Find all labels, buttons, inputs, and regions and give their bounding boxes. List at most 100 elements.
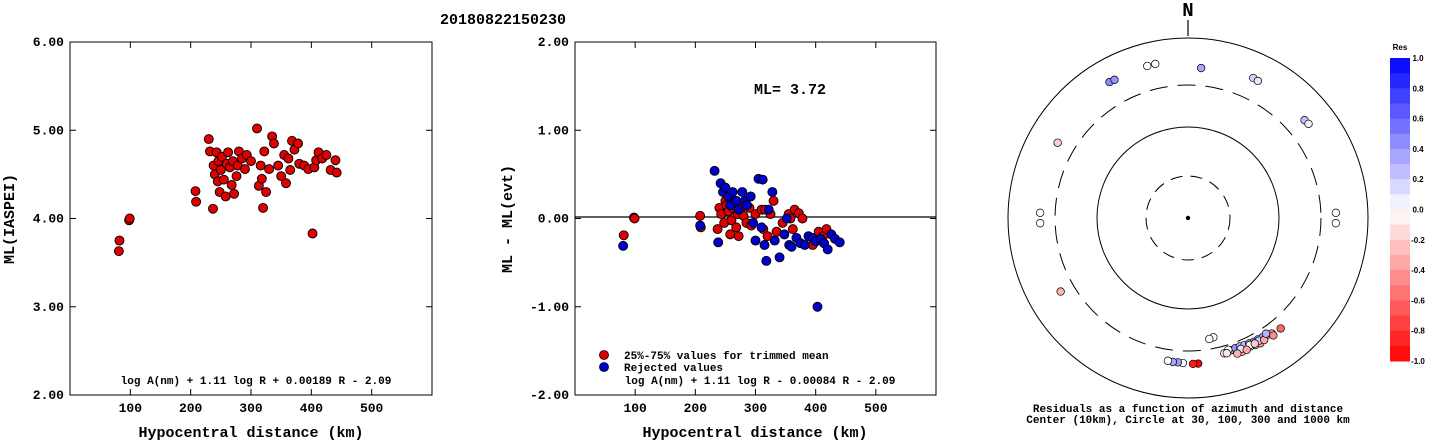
colorbar-cell xyxy=(1390,148,1410,165)
station-point xyxy=(1269,331,1278,340)
rejected-data-point xyxy=(748,217,759,228)
trimmed-data-point xyxy=(618,230,629,241)
rejected-data-point xyxy=(737,187,748,197)
trimmed-data-point xyxy=(787,224,798,235)
left-data-point xyxy=(259,146,270,157)
left-points xyxy=(113,123,342,257)
left-data-point xyxy=(283,153,294,164)
trimmed-data-point xyxy=(797,213,808,224)
epicenter-dot xyxy=(1185,215,1191,221)
north-label: N xyxy=(1182,0,1193,22)
colorbar-cell xyxy=(1390,133,1410,150)
colorbar-tick-label: 0.2 xyxy=(1412,175,1424,184)
colorbar-tick-label: -0.8 xyxy=(1411,327,1425,336)
rejected-data-point xyxy=(822,244,833,255)
legend-label-rejected: Rejected values xyxy=(624,363,723,375)
station-point xyxy=(1035,219,1045,228)
left-data-point xyxy=(252,123,262,134)
colorbar-cell xyxy=(1390,330,1410,347)
colorbar-cell xyxy=(1390,300,1410,317)
left-data-point xyxy=(276,171,287,182)
x-tick-label: 100 xyxy=(623,401,647,416)
azimuth-panel: N Residuals as a function of azimuth and… xyxy=(1007,0,1369,427)
x-tick-label: 500 xyxy=(360,401,384,416)
colorbar-cell xyxy=(1390,209,1410,226)
middle-points xyxy=(618,165,845,312)
station-point xyxy=(1151,59,1160,69)
left-y-axis-label: ML(IASPEI) xyxy=(2,174,19,264)
colorbar-cell xyxy=(1390,254,1410,271)
left-data-point xyxy=(124,213,135,224)
y-tick-label: 3.00 xyxy=(33,300,64,315)
left-data-point xyxy=(246,156,256,167)
trimmed-data-point xyxy=(726,215,737,226)
x-tick-label: 400 xyxy=(804,401,828,416)
x-tick-label: 500 xyxy=(864,401,888,416)
rejected-data-point xyxy=(742,200,753,211)
station-point xyxy=(1110,75,1119,84)
y-tick-label: 2.00 xyxy=(33,388,64,403)
left-data-point xyxy=(226,180,237,190)
y-tick-label: -1.00 xyxy=(530,300,569,315)
x-tick-label: 300 xyxy=(744,401,768,416)
left-data-point xyxy=(285,165,296,175)
left-data-point xyxy=(330,155,341,166)
colorbar-tick-label: 0.4 xyxy=(1412,145,1424,154)
trimmed-data-point xyxy=(629,213,640,224)
rejected-data-point xyxy=(727,187,738,197)
rejected-data-point xyxy=(834,237,845,248)
left-data-point xyxy=(307,228,318,239)
rejected-data-point xyxy=(757,174,768,185)
left-data-point xyxy=(273,160,284,171)
left-data-point xyxy=(268,138,279,149)
left-x-axis-label: Hypocentral distance (km) xyxy=(138,425,363,441)
colorbar-cell xyxy=(1390,224,1410,241)
left-data-point xyxy=(113,246,124,257)
left-data-point xyxy=(114,235,125,246)
colorbar-tick-label: 0.8 xyxy=(1412,84,1424,93)
rejected-data-point xyxy=(720,182,731,193)
trimmed-data-point xyxy=(768,195,779,206)
left-data-point xyxy=(190,186,201,197)
left-data-point xyxy=(203,134,214,145)
trimmed-data-point xyxy=(733,231,744,242)
left-formula: log A(nm) + 1.11 log R + 0.00189 R - 2.0… xyxy=(121,376,392,388)
left-ticks: 100 200 300 400 500 2.00 3.00 4.00 5.00 6.00 xyxy=(33,35,432,416)
rejected-data-point xyxy=(761,255,772,266)
rejected-data-point xyxy=(769,235,780,246)
colorbar-tick-label: 0.6 xyxy=(1412,115,1424,124)
station-point xyxy=(1143,61,1152,71)
ml-value-label: ML= 3.72 xyxy=(754,82,826,99)
legend-marker-rejected xyxy=(599,362,609,372)
left-data-point xyxy=(293,138,304,149)
colorbar-cells xyxy=(1390,58,1410,362)
colorbar-cell xyxy=(1390,239,1410,256)
colorbar-cell xyxy=(1390,164,1410,180)
x-tick-label: 100 xyxy=(119,401,143,416)
colorbar-tick-label: -0.2 xyxy=(1411,236,1425,245)
left-data-point xyxy=(208,203,218,214)
left-data-point xyxy=(281,178,291,189)
colorbar-tick-label: -0.4 xyxy=(1411,266,1425,275)
colorbar-cell xyxy=(1390,194,1410,210)
left-data-point xyxy=(264,164,275,175)
station-point xyxy=(1276,324,1285,333)
y-tick-label: 6.00 xyxy=(33,35,64,50)
rejected-data-point xyxy=(799,240,810,250)
station-point xyxy=(1053,138,1062,147)
colorbar-tick-label: -0.6 xyxy=(1411,296,1425,305)
station-point xyxy=(1304,119,1313,128)
colorbar-tick-label: 0.0 xyxy=(1412,206,1424,215)
y-tick-label: 2.00 xyxy=(538,35,569,50)
colorbar-tick-label: 1.0 xyxy=(1412,54,1424,63)
rejected-data-point xyxy=(781,213,792,224)
middle-x-axis-label: Hypocentral distance (km) xyxy=(642,425,867,441)
left-plot-frame xyxy=(69,41,433,396)
station-point xyxy=(1261,329,1271,338)
station-point xyxy=(1250,339,1259,348)
y-tick-label: 5.00 xyxy=(33,123,64,138)
rejected-data-point xyxy=(618,240,629,251)
trimmed-data-point xyxy=(712,224,723,235)
ring-1000km xyxy=(1007,37,1369,399)
station-point xyxy=(1233,349,1242,358)
